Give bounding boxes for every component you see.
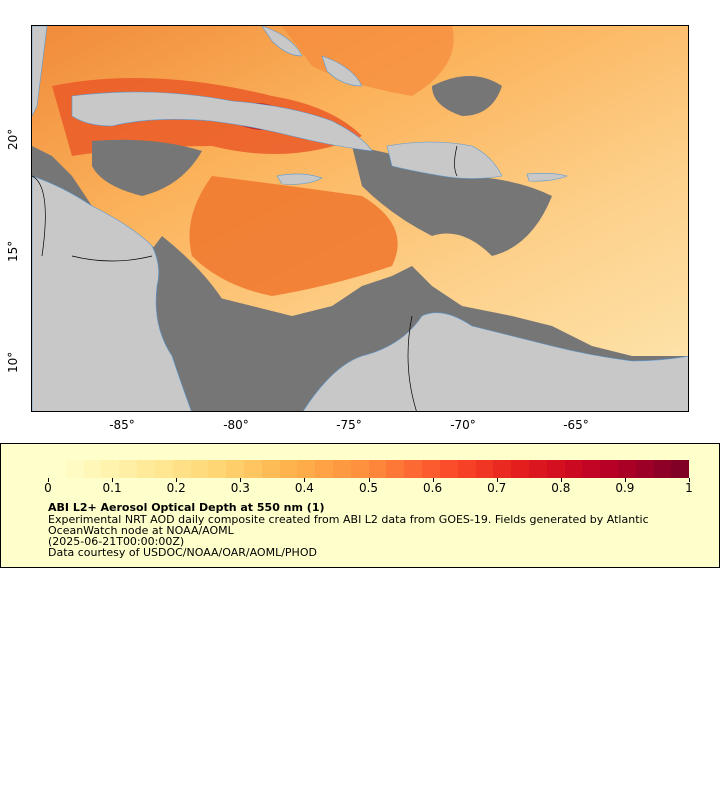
colorbar-tick-label: 0.7 — [487, 481, 507, 495]
colorbar-tick-label: 1 — [685, 481, 693, 495]
colorbar-swatch — [315, 460, 333, 478]
colorbar-tick-label: 0.1 — [102, 481, 122, 495]
colorbar-swatch — [297, 460, 316, 478]
colorbar-swatch — [208, 460, 227, 478]
land-masses — [32, 26, 688, 411]
y-tick-label: 15° — [6, 240, 20, 262]
colorbar-swatch — [422, 460, 440, 478]
colorbar-tick-mark — [689, 478, 690, 482]
colorbar-swatch — [172, 460, 191, 478]
aod-map — [31, 25, 689, 412]
colorbar-swatch — [101, 460, 120, 478]
colorbar-swatch — [154, 460, 173, 478]
colorbar-swatch — [137, 460, 155, 478]
colorbar-swatch — [546, 460, 565, 478]
colorbar-tick-mark — [624, 478, 626, 482]
colorbar-swatch — [493, 460, 512, 478]
colorbar-tick-mark — [112, 478, 114, 482]
colorbar-swatch — [582, 460, 601, 478]
colorbar-tick-label: 0.3 — [230, 481, 250, 495]
colorbar-swatch — [511, 460, 529, 478]
colorbar-swatch — [528, 460, 547, 478]
colorbar-tick-mark — [304, 478, 306, 482]
colorbar-swatch — [119, 460, 138, 478]
colorbar-tick-mark — [240, 478, 242, 482]
colorbar-swatch — [333, 460, 351, 478]
y-tick-label: 10° — [6, 351, 20, 373]
colorbar-swatch — [457, 460, 476, 478]
colorbar-tick-label: 0.5 — [358, 481, 379, 495]
legend-description-line: Experimental NRT AOD daily composite cre… — [48, 513, 649, 526]
colorbar-swatch — [190, 460, 209, 478]
y-tick-label: 20° — [6, 128, 20, 150]
legend-date: (2025-06-21T00:00:00Z) — [48, 535, 185, 548]
colorbar-swatch — [226, 460, 244, 478]
legend-description-line: OceanWatch node at NOAA/AOML — [48, 524, 234, 537]
colorbar-tick-mark — [432, 478, 434, 482]
colorbar-swatch — [564, 460, 583, 478]
colorbar-swatch — [65, 460, 84, 478]
colorbar-tick-label: 0.2 — [166, 481, 186, 495]
x-tick-label: -70° — [450, 418, 476, 432]
colorbar-swatch — [48, 460, 66, 478]
colorbar-tick-mark — [48, 478, 49, 482]
country-borders — [32, 145, 458, 411]
x-tick-label: -75° — [336, 418, 362, 432]
colorbar-swatch — [439, 460, 458, 478]
map-canvas — [32, 26, 688, 411]
colorbar-swatch — [600, 460, 618, 478]
colorbar-tick-label: 0.6 — [423, 481, 443, 495]
colorbar-swatch — [671, 460, 690, 478]
x-tick-label: -85° — [109, 418, 135, 432]
x-tick-label: -65° — [563, 418, 589, 432]
colorbar-swatch — [386, 460, 405, 478]
colorbar-tick-mark — [368, 478, 370, 482]
colorbar-tick-label: 0.9 — [615, 481, 635, 495]
colorbar-swatch — [653, 460, 672, 478]
colorbar-swatch — [261, 460, 280, 478]
colorbar-swatch — [368, 460, 387, 478]
colorbar-tick-mark — [560, 478, 562, 482]
colorbar-swatch — [475, 460, 494, 478]
colorbar-swatch — [635, 460, 654, 478]
colorbar-tick-mark — [176, 478, 178, 482]
x-tick-label: -80° — [223, 418, 249, 432]
legend-title: ABI L2+ Aerosol Optical Depth at 550 nm … — [48, 501, 325, 514]
colorbar-swatch — [279, 460, 298, 478]
legend-credit: Data courtesy of USDOC/NOAA/OAR/AOML/PHO… — [48, 546, 317, 559]
colorbar-swatch — [350, 460, 369, 478]
colorbar-tick-label: 0.8 — [551, 481, 571, 495]
colorbar-swatch — [618, 460, 636, 478]
colorbar-swatch — [83, 460, 102, 478]
colorbar — [48, 460, 690, 478]
colorbar-swatch — [243, 460, 262, 478]
colorbar-tick-mark — [496, 478, 498, 482]
colorbar-swatch — [404, 460, 423, 478]
colorbar-tick-label: 0.4 — [294, 481, 314, 495]
legend-panel: 0 0.1 0.2 0.3 0.4 0.5 0.6 0.7 0.8 0.9 1 ABI L2+ Ae… — [0, 443, 720, 568]
colorbar-tick-label: 0 — [44, 481, 52, 495]
